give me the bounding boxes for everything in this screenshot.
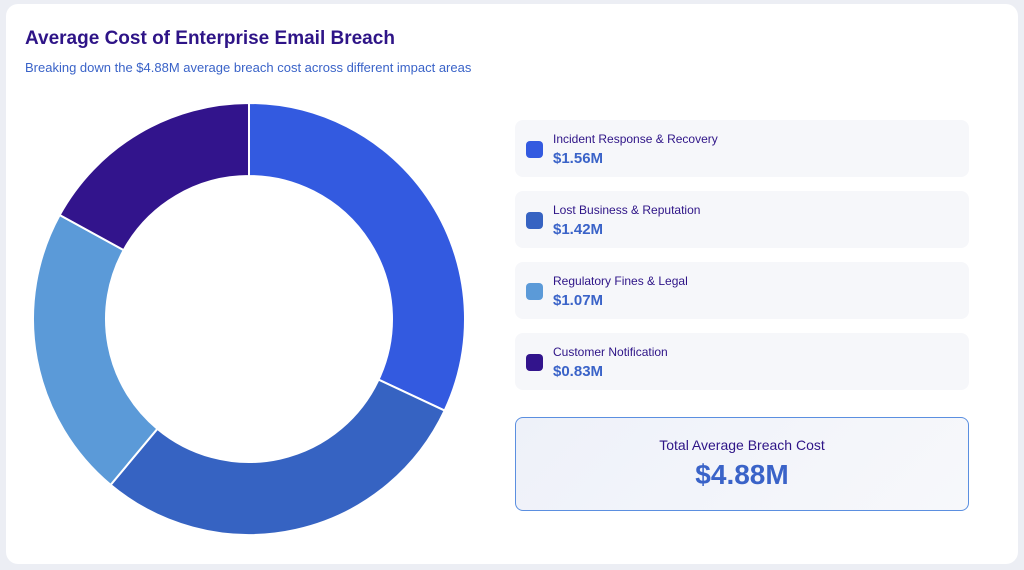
chart-title: Average Cost of Enterprise Email Breach	[25, 28, 395, 49]
legend-item: Lost Business & Reputation $1.42M	[515, 191, 969, 248]
total-value: $4.88M	[695, 459, 789, 490]
legend-swatch	[526, 283, 543, 300]
legend-value: $0.83M	[553, 363, 604, 380]
donut-slice	[58, 101, 250, 252]
legend-label: Customer Notification	[553, 345, 668, 359]
legend-label: Incident Response & Recovery	[553, 132, 718, 146]
legend-label: Regulatory Fines & Legal	[553, 274, 688, 288]
donut-slice	[109, 378, 446, 536]
total-label: Total Average Breach Cost	[659, 437, 825, 453]
donut-slice	[248, 101, 466, 412]
legend-label: Lost Business & Reputation	[553, 203, 701, 217]
legend-swatch	[526, 212, 543, 229]
legend-value: $1.56M	[553, 150, 604, 167]
legend: Incident Response & Recovery $1.56M Lost…	[515, 120, 969, 404]
legend-value: $1.42M	[553, 221, 604, 238]
legend-item: Customer Notification $0.83M	[515, 333, 969, 390]
legend-swatch	[526, 354, 543, 371]
total-cost-box: Total Average Breach Cost $4.88M	[515, 417, 969, 511]
chart-subtitle: Breaking down the $4.88M average breach …	[25, 60, 472, 75]
donut-slice	[32, 213, 159, 487]
legend-item: Regulatory Fines & Legal $1.07M	[515, 262, 969, 319]
legend-swatch	[526, 141, 543, 158]
legend-item: Incident Response & Recovery $1.56M	[515, 120, 969, 177]
legend-value: $1.07M	[553, 292, 604, 309]
donut-chart	[32, 101, 466, 536]
